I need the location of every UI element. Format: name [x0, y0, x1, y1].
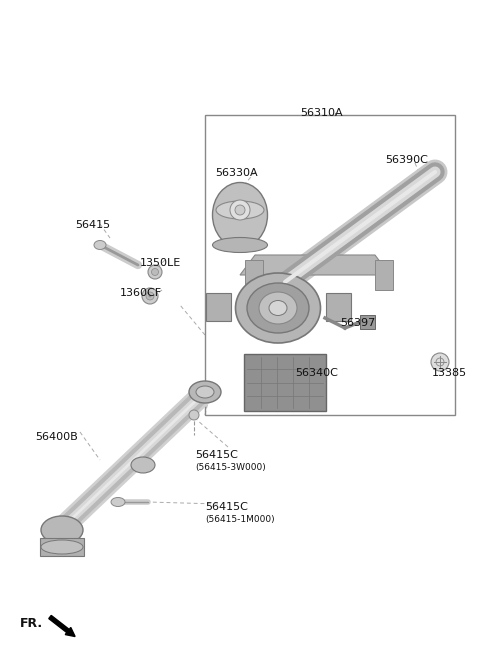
- Text: (56415-1M000): (56415-1M000): [205, 515, 275, 524]
- Ellipse shape: [247, 283, 309, 333]
- Ellipse shape: [131, 457, 155, 473]
- Bar: [205, 115, 455, 415]
- Circle shape: [230, 200, 250, 220]
- Text: FR.: FR.: [20, 617, 43, 630]
- Ellipse shape: [41, 516, 83, 544]
- Text: 56330A: 56330A: [215, 168, 258, 178]
- Bar: [206, 293, 231, 321]
- FancyBboxPatch shape: [244, 354, 326, 411]
- Bar: [326, 293, 351, 321]
- Circle shape: [431, 353, 449, 371]
- Ellipse shape: [259, 292, 297, 324]
- Ellipse shape: [213, 183, 267, 248]
- Text: 56415: 56415: [75, 220, 110, 230]
- Bar: [245, 260, 263, 290]
- Text: 56340C: 56340C: [295, 368, 338, 378]
- Text: 56400B: 56400B: [35, 432, 78, 442]
- Text: 56415C: 56415C: [195, 450, 238, 460]
- Circle shape: [142, 288, 158, 304]
- Ellipse shape: [269, 301, 287, 316]
- Polygon shape: [240, 255, 390, 275]
- Circle shape: [235, 205, 245, 215]
- Circle shape: [152, 269, 158, 276]
- Text: 56310A: 56310A: [300, 108, 343, 118]
- Ellipse shape: [196, 386, 214, 398]
- Ellipse shape: [94, 240, 106, 250]
- Text: 56415C: 56415C: [205, 502, 248, 512]
- Bar: [40, 538, 84, 556]
- Ellipse shape: [216, 201, 264, 219]
- Circle shape: [148, 295, 152, 297]
- Text: 1360CF: 1360CF: [120, 288, 162, 298]
- Ellipse shape: [236, 273, 321, 343]
- Ellipse shape: [41, 540, 83, 554]
- Bar: [360, 315, 375, 329]
- Text: 13385: 13385: [432, 368, 467, 378]
- Bar: [375, 260, 393, 290]
- Ellipse shape: [213, 238, 267, 252]
- Text: 56397: 56397: [340, 318, 375, 328]
- Ellipse shape: [189, 381, 221, 403]
- Text: 56390C: 56390C: [385, 155, 428, 165]
- Circle shape: [146, 292, 154, 300]
- Text: (56415-3W000): (56415-3W000): [195, 463, 266, 472]
- Ellipse shape: [111, 498, 125, 506]
- Circle shape: [189, 410, 199, 420]
- Circle shape: [148, 265, 162, 279]
- FancyArrow shape: [49, 616, 75, 637]
- Text: 1350LE: 1350LE: [140, 258, 181, 268]
